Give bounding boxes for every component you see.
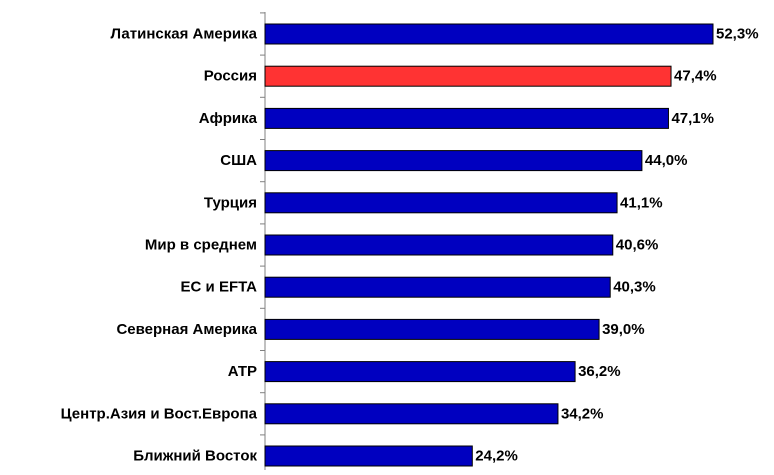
data-label: 44,0% [645, 152, 688, 169]
data-label: 47,1% [671, 110, 714, 127]
category-label: Ближний Восток [133, 448, 257, 465]
bar [264, 445, 473, 467]
bar [264, 276, 611, 298]
category-label: ЕС и EFTA [181, 279, 258, 296]
bar [264, 403, 559, 425]
category-label: США [220, 152, 257, 169]
data-label: 39,0% [602, 321, 645, 338]
bar [264, 192, 618, 214]
data-label: 34,2% [561, 405, 604, 422]
axis [260, 12, 266, 470]
data-label: 47,4% [674, 68, 717, 85]
bar [264, 361, 576, 383]
bar [264, 150, 643, 172]
category-label: Северная Америка [116, 321, 257, 338]
category-label: Турция [204, 194, 257, 211]
bar [264, 318, 600, 340]
category-label: Россия [204, 68, 257, 85]
bars [264, 23, 714, 467]
category-label: Африка [199, 110, 258, 127]
bar [264, 23, 714, 45]
labels: Латинская Америка 52,3% Россия 47,4% Африка 4… [61, 26, 759, 465]
category-label: Центр.Азия и Вост.Европа [61, 405, 258, 422]
data-label: 36,2% [578, 363, 621, 380]
category-label: Мир в среднем [145, 237, 257, 254]
bar [264, 107, 669, 129]
data-label: 41,1% [620, 194, 663, 211]
category-label: АТР [228, 363, 257, 380]
data-label: 40,3% [613, 279, 656, 296]
data-label: 24,2% [475, 448, 518, 465]
bar [264, 234, 614, 256]
data-label: 52,3% [716, 26, 759, 43]
data-label: 40,6% [616, 237, 659, 254]
category-label: Латинская Америка [111, 26, 258, 43]
bar [264, 65, 672, 87]
